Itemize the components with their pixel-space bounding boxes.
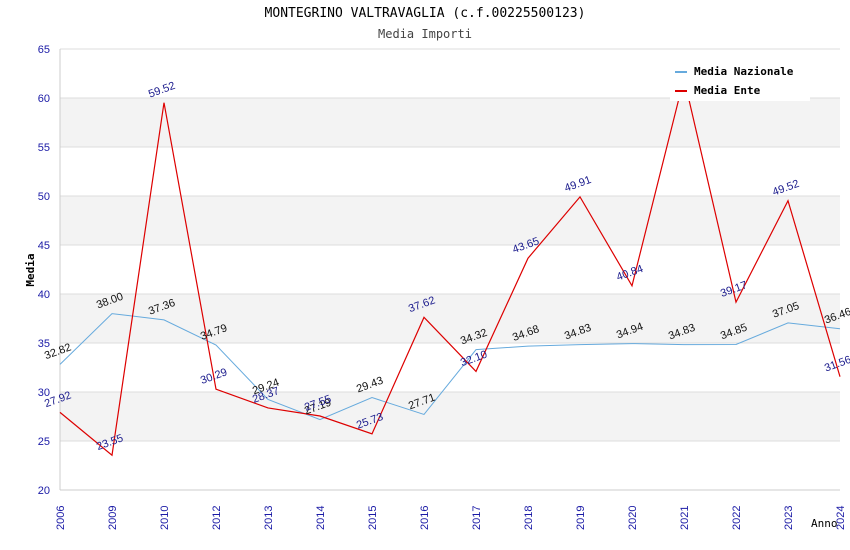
x-tick-label: 2020 [627, 506, 639, 530]
x-tick-label: 2013 [263, 506, 275, 530]
legend-box [670, 59, 810, 101]
data-label: 30.29 [199, 366, 229, 387]
y-tick-label: 55 [38, 142, 50, 154]
y-axis-label: Media [24, 253, 37, 286]
x-tick-label: 2017 [471, 506, 483, 530]
y-tick-label: 45 [38, 240, 50, 252]
x-tick-label: 2018 [523, 506, 535, 530]
grid-band [60, 98, 840, 147]
x-tick-label: 2009 [107, 506, 119, 530]
x-tick-label: 2022 [731, 506, 743, 530]
series-line-media-nazionale [59, 313, 841, 421]
chart-subtitle: Media Importi [378, 27, 472, 41]
x-axis-label: Anno [811, 517, 838, 530]
y-tick-label: 20 [38, 485, 50, 497]
y-tick-label: 60 [38, 93, 50, 105]
y-tick-label: 50 [38, 191, 50, 203]
x-tick-label: 2012 [211, 506, 223, 530]
data-label: 49.91 [563, 174, 593, 195]
grid-bands [60, 98, 840, 441]
grid-band [60, 392, 840, 441]
data-label: 40.84 [615, 263, 645, 284]
legend: Media Nazionale Media Ente [670, 59, 810, 101]
y-tick-label: 25 [38, 436, 50, 448]
x-tick-label: 2019 [575, 506, 587, 530]
x-tick-label: 2016 [419, 506, 431, 530]
grid-band [60, 294, 840, 343]
x-tick-label: 2021 [679, 506, 691, 530]
data-label: 32.10 [459, 349, 489, 370]
x-tick-label: 2024 [835, 506, 847, 530]
axes [59, 49, 840, 491]
y-tick-labels: 20 25 30 35 40 45 50 55 60 65 [38, 44, 50, 497]
series-line-media-ente [59, 78, 841, 457]
y-tick-label: 40 [38, 289, 50, 301]
legend-label: Media Nazionale [694, 65, 794, 78]
x-tick-label: 2015 [367, 506, 379, 530]
chart-title: MONTEGRINO VALTRAVAGLIA (c.f.00225500123… [264, 6, 586, 21]
x-tick-labels: 2006 2009 2010 2012 2013 2014 2015 2016 2017 2018… [55, 506, 847, 530]
y-tick-label: 65 [38, 44, 50, 56]
data-label: 49.52 [771, 178, 801, 199]
data-label: 31.56 [823, 354, 850, 375]
x-tick-label: 2014 [315, 506, 327, 530]
x-tick-label: 2010 [159, 506, 171, 530]
data-label: 59.52 [147, 80, 177, 101]
grid-band [60, 196, 840, 245]
series-lines [59, 78, 841, 457]
x-tick-label: 2006 [55, 506, 67, 530]
x-tick-label: 2023 [783, 506, 795, 530]
y-tick-label: 35 [38, 338, 50, 350]
grid-lines [60, 48, 840, 491]
legend-label: Media Ente [694, 84, 761, 97]
y-tick-label: 30 [38, 387, 50, 399]
